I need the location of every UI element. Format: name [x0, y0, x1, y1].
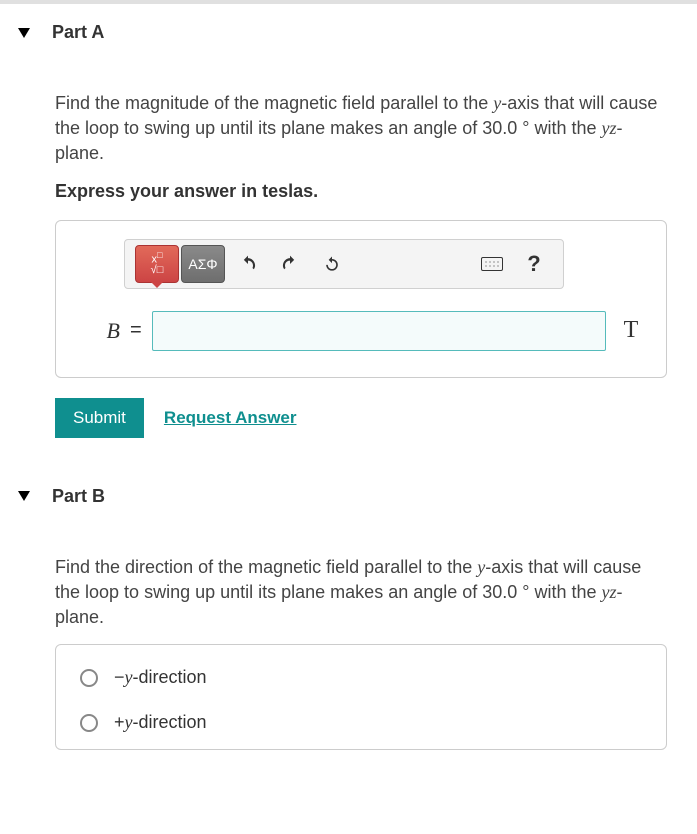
part-a-header[interactable]: Part A: [0, 4, 697, 61]
keyboard-icon: [481, 257, 503, 271]
unit-label: T: [616, 317, 646, 344]
radio-1[interactable]: [80, 714, 98, 732]
part-b-header[interactable]: Part B: [0, 468, 697, 525]
part-a-question: Find the magnitude of the magnetic field…: [55, 91, 667, 167]
action-row: Submit Request Answer: [55, 398, 667, 438]
choice-box: −y-direction +y-direction: [55, 644, 667, 750]
caret-down-icon: [18, 491, 30, 501]
choice-1[interactable]: +y-direction: [76, 700, 646, 745]
caret-down-icon: [18, 28, 30, 38]
choice-1-label: +y-direction: [114, 712, 207, 733]
answer-input-row: B = T: [76, 311, 646, 351]
sqrt-icon: x□√□: [151, 251, 164, 277]
part-a-instruction: Express your answer in teslas.: [55, 181, 667, 202]
toolbar-tabs: x□√□ ΑΣΦ: [135, 245, 225, 283]
undo-button[interactable]: [229, 245, 267, 283]
reset-button[interactable]: [313, 245, 351, 283]
equals-sign: =: [130, 319, 142, 342]
templates-tab[interactable]: x□√□: [135, 245, 179, 283]
choice-0-label: −y-direction: [114, 667, 207, 688]
choice-0[interactable]: −y-direction: [76, 655, 646, 700]
part-b-title: Part B: [52, 486, 105, 507]
part-a: Part A Find the magnitude of the magneti…: [0, 4, 697, 468]
radio-0[interactable]: [80, 669, 98, 687]
help-button[interactable]: ?: [515, 245, 553, 283]
submit-button[interactable]: Submit: [55, 398, 144, 438]
part-b: Part B Find the direction of the magneti…: [0, 468, 697, 781]
keyboard-button[interactable]: [473, 245, 511, 283]
variable-label: B: [76, 318, 120, 344]
part-b-question: Find the direction of the magnetic field…: [55, 555, 667, 631]
part-b-body: Find the direction of the magnetic field…: [0, 525, 697, 751]
redo-button[interactable]: [271, 245, 309, 283]
part-a-body: Find the magnitude of the magnetic field…: [0, 61, 697, 438]
part-a-title: Part A: [52, 22, 104, 43]
answer-input[interactable]: [152, 311, 606, 351]
request-answer-link[interactable]: Request Answer: [164, 408, 297, 428]
greek-tab[interactable]: ΑΣΦ: [181, 245, 225, 283]
answer-box: x□√□ ΑΣΦ ? B: [55, 220, 667, 378]
formula-toolbar: x□√□ ΑΣΦ ?: [124, 239, 564, 289]
